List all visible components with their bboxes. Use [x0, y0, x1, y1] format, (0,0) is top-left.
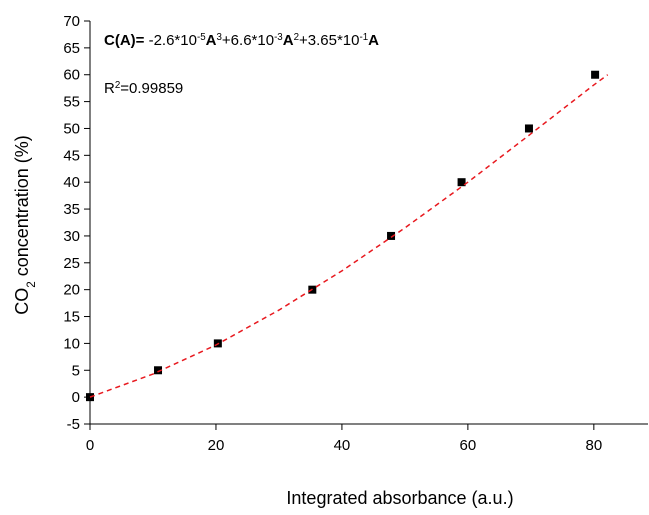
fit-curve — [89, 74, 609, 398]
text-part: R — [104, 80, 115, 97]
x-tick-label: 80 — [585, 437, 602, 454]
y-tick-label: 40 — [63, 174, 80, 191]
y-tick-label: 0 — [72, 389, 80, 406]
y-tick-label: 15 — [63, 309, 80, 326]
x-tick-label: 40 — [334, 437, 351, 454]
y-tick-label: -5 — [67, 416, 80, 433]
text-part: A — [206, 32, 217, 49]
text-part: =0.99859 — [120, 80, 183, 97]
y-tick-label: 20 — [63, 282, 80, 299]
text-part: +3.65*10 — [299, 32, 359, 49]
text-part: C(A)= — [104, 32, 145, 49]
data-point — [154, 366, 163, 375]
y-tick-label: 70 — [63, 13, 80, 30]
y-tick-label: 65 — [63, 40, 80, 57]
y-tick-label: 25 — [63, 255, 80, 272]
text-part: +6.6*10 — [222, 32, 274, 49]
y-tick-label: 35 — [63, 201, 80, 218]
text-part: -5 — [197, 32, 206, 43]
y-tick-label: 50 — [63, 120, 80, 137]
text-part: 2 — [25, 281, 38, 288]
y-axis-label: CO2 concentration (%) — [12, 135, 38, 315]
text-part: 3 — [216, 32, 221, 43]
text-part: CO — [12, 288, 32, 315]
y-tick-label: 5 — [72, 362, 80, 379]
text-part: concentration (%) — [12, 135, 32, 281]
data-point — [591, 70, 600, 79]
equation: C(A)= -2.6*10-5A3+6.6*10-3A2+3.65*10-1A — [104, 32, 379, 50]
data-point — [524, 124, 533, 133]
x-axis-label: Integrated absorbance (a.u.) — [286, 488, 513, 508]
text-part: 2 — [115, 80, 120, 91]
r-squared: R2=0.99859 — [104, 80, 183, 98]
text-part: -2.6*10 — [144, 32, 197, 49]
text-part: 2 — [294, 32, 299, 43]
text-part: -3 — [274, 32, 283, 43]
y-tick-label: 10 — [63, 335, 80, 352]
x-tick-label: 20 — [208, 437, 225, 454]
y-tick-label: 55 — [63, 94, 80, 111]
data-point — [457, 178, 466, 187]
x-tick-label: 0 — [86, 437, 94, 454]
y-tick-label: 45 — [63, 147, 80, 164]
y-tick-label: 60 — [63, 67, 80, 84]
y-tick-label: 30 — [63, 228, 80, 245]
text-part: A — [283, 32, 294, 49]
text-part: A — [368, 32, 379, 49]
text-part: -1 — [360, 32, 369, 43]
data-point — [387, 231, 396, 240]
x-tick-label: 60 — [460, 437, 477, 454]
